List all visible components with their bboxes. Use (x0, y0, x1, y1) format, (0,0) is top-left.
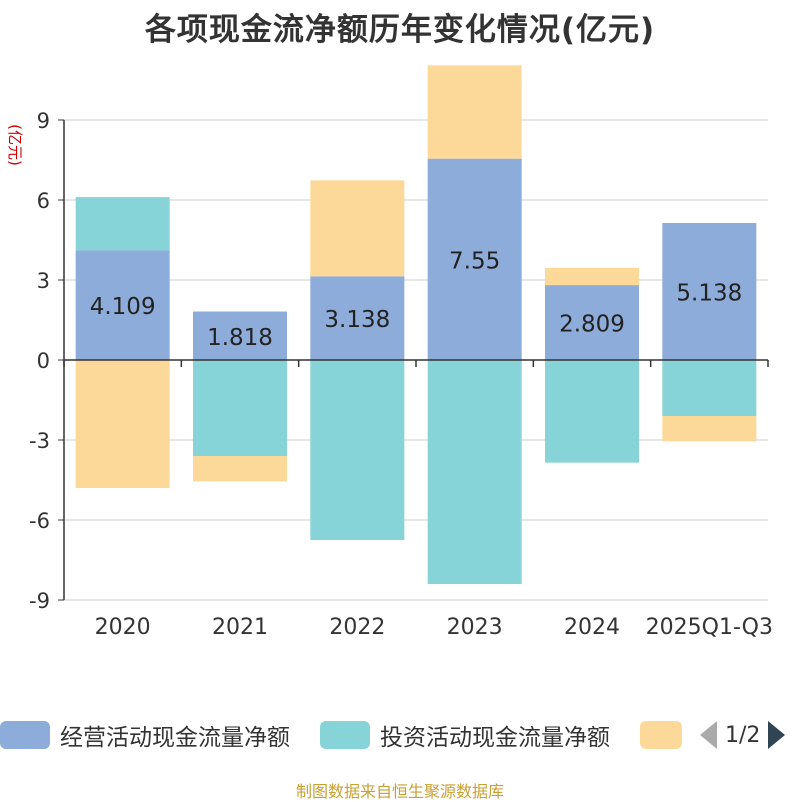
y-tick-label: 9 (37, 109, 50, 133)
y-axis-label: (亿元) (6, 124, 24, 166)
data-label: 5.138 (676, 280, 742, 306)
bar-segment-investing (662, 360, 757, 416)
bar-segment-operating (545, 285, 639, 360)
legend-swatch-financing (640, 721, 682, 749)
legend-label-operating: 经营活动现金流量净额 (60, 725, 290, 751)
chart-title: 各项现金流净额历年变化情况(亿元) (144, 12, 656, 48)
legend: 经营活动现金流量净额 投资活动现金流量净额 1/2 (0, 712, 800, 756)
legend-label-investing: 投资活动现金流量净额 (380, 725, 610, 751)
legend-swatch-operating (0, 721, 50, 749)
y-tick-label: -3 (29, 429, 50, 453)
bar-segment-financing (75, 360, 170, 488)
y-tick-label: -9 (29, 589, 50, 613)
bar-segment-financing (427, 65, 522, 159)
bar-segment-investing (193, 360, 287, 456)
data-label: 1.818 (207, 325, 273, 351)
legend-page-indicator: 1/2 (725, 722, 761, 748)
bar-segment-investing (75, 197, 170, 251)
x-tick-label: 2020 (95, 615, 151, 640)
legend-prev-page-icon[interactable] (700, 721, 717, 749)
bar-segment-operating (662, 222, 757, 360)
bar-segment-operating (193, 311, 287, 360)
bar-segment-investing (427, 360, 522, 584)
legend-swatch-investing (320, 721, 370, 749)
x-tick-label: 2023 (447, 615, 503, 640)
data-source-note: 制图数据来自恒生聚源数据库 (295, 782, 504, 801)
bar-segment-financing (545, 267, 639, 286)
data-label: 2.809 (559, 312, 625, 338)
x-tick-label: 2021 (212, 615, 268, 640)
x-tick-label: 2024 (564, 615, 620, 640)
bar-segment-operating (310, 276, 405, 360)
data-label: 7.55 (449, 248, 500, 274)
x-tick-label: 2025Q1-Q3 (646, 615, 773, 640)
legend-item-investing[interactable]: 投资活动现金流量净额 (320, 720, 610, 751)
legend-next-page-icon[interactable] (768, 721, 786, 749)
x-tick-label: 2022 (329, 615, 385, 640)
bar-segment-investing (310, 360, 405, 540)
bar-segment-financing (193, 456, 287, 482)
data-label: 4.109 (90, 294, 156, 320)
data-label: 3.138 (324, 307, 390, 333)
stacked-bar-chart: (亿元) 9 6 3 0 -3 -6 -9 2020 2021 2022 2023 2024 2025Q… (6, 65, 773, 640)
legend-pager: 1/2 (700, 720, 786, 750)
legend-item-financing[interactable] (640, 720, 682, 750)
bar-segment-investing (545, 360, 639, 463)
legend-item-operating[interactable]: 经营活动现金流量净额 (0, 720, 290, 751)
y-tick-label: -6 (29, 509, 50, 533)
bar-segment-financing (310, 180, 405, 277)
bar-segment-operating (75, 250, 170, 360)
y-tick-label: 6 (37, 189, 50, 213)
y-tick-label: 0 (37, 349, 50, 373)
bar-segment-operating (427, 158, 522, 360)
y-tick-label: 3 (37, 269, 50, 293)
bar-segment-financing (662, 416, 757, 442)
